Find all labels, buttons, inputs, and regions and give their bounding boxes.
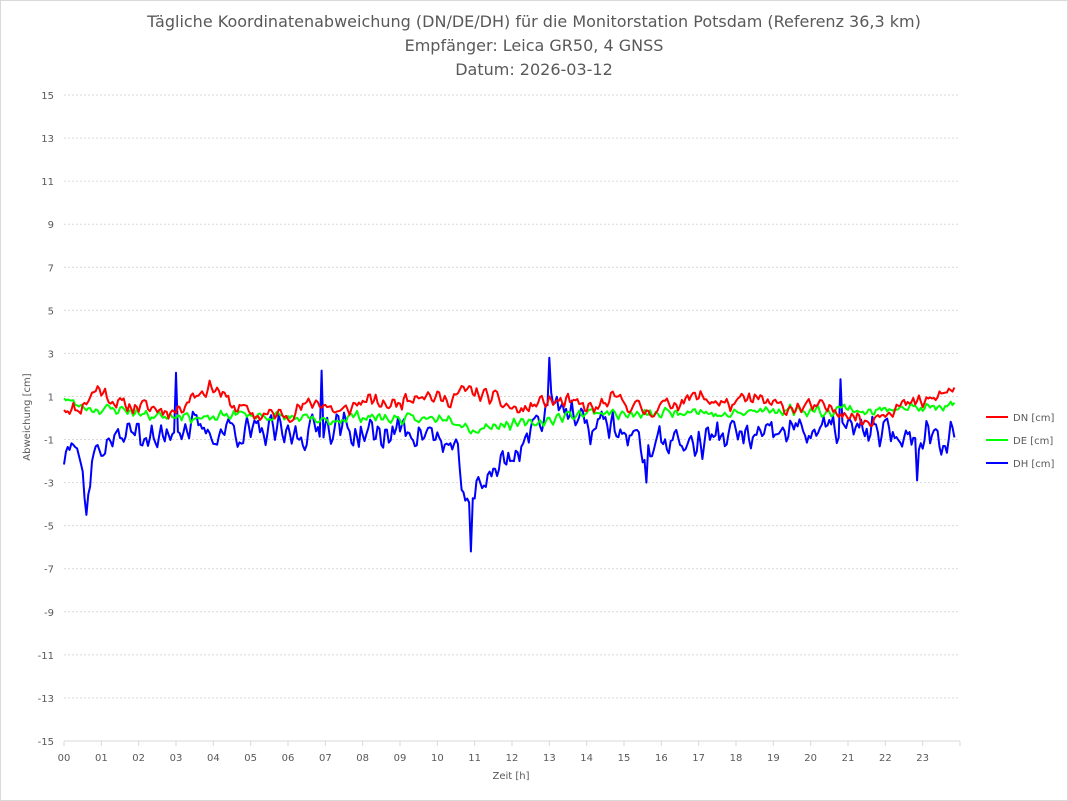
y-tick-label: -3	[44, 479, 54, 490]
y-tick-label: -11	[38, 651, 54, 662]
y-tick-label: 7	[48, 263, 54, 274]
x-tick-label: 16	[655, 753, 668, 764]
chart-title-line-3: Datum: 2026-03-12	[455, 60, 613, 79]
x-tick-label: 07	[319, 753, 332, 764]
x-tick-label: 04	[207, 753, 220, 764]
y-tick-label: 1	[48, 392, 54, 403]
x-tick-label: 03	[170, 753, 183, 764]
x-tick-label: 18	[730, 753, 743, 764]
y-tick-label: 9	[48, 220, 54, 231]
x-tick-label: 12	[506, 753, 519, 764]
y-tick-label: -7	[44, 565, 54, 576]
x-tick-label: 17	[692, 753, 705, 764]
legend-label: DH [cm]	[1013, 459, 1055, 470]
x-tick-label: 00	[58, 753, 71, 764]
y-tick-label: -13	[38, 694, 54, 705]
series-line-dh	[63, 356, 956, 553]
legend-label: DN [cm]	[1013, 413, 1055, 424]
y-tick-label: -5	[44, 522, 54, 533]
y-axis-ticks: 15 13 11 9 7 5 3 1 -1 -3 -5 -7 -9 -11 -13 -15	[38, 91, 54, 748]
x-tick-label: 10	[431, 753, 444, 764]
x-tick-label: 23	[916, 753, 929, 764]
x-tick-label: 11	[468, 753, 481, 764]
x-tick-label: 09	[394, 753, 407, 764]
x-tick-label: 06	[282, 753, 295, 764]
y-tick-label: -1	[44, 436, 54, 447]
x-axis-title: Zeit [h]	[492, 771, 529, 782]
legend: DN [cm] DE [cm] DH [cm]	[986, 413, 1055, 470]
y-tick-label: 13	[41, 134, 54, 145]
x-tick-label: 15	[618, 753, 631, 764]
series-line-de	[63, 397, 956, 435]
chart-title-line-2: Empfänger: Leica GR50, 4 GNSS	[404, 36, 664, 55]
series-layer	[63, 356, 956, 553]
y-tick-label: 11	[41, 177, 54, 188]
x-tick-label: 01	[95, 753, 108, 764]
grid-layer	[64, 94, 960, 742]
y-tick-label: 15	[41, 91, 54, 102]
x-axis-ticks: 00 01 02 03 04 05 06 07 08 09 10 11 12 13 14 15 16 17 18 19…	[58, 741, 961, 764]
x-tick-label: 20	[804, 753, 817, 764]
y-tick-label: -9	[44, 608, 54, 619]
series-line-dn	[63, 379, 956, 427]
x-tick-label: 05	[244, 753, 257, 764]
x-tick-label: 14	[580, 753, 593, 764]
y-tick-label: -15	[38, 737, 54, 748]
x-tick-label: 08	[356, 753, 369, 764]
y-axis-title: Abweichung [cm]	[22, 373, 33, 460]
x-tick-label: 13	[543, 753, 556, 764]
x-tick-label: 21	[842, 753, 855, 764]
legend-label: DE [cm]	[1013, 436, 1053, 447]
y-tick-label: 5	[48, 306, 54, 317]
y-tick-label: 3	[48, 349, 54, 360]
x-tick-label: 19	[767, 753, 780, 764]
x-tick-label: 02	[132, 753, 145, 764]
x-tick-label: 22	[879, 753, 892, 764]
chart-title-line-1: Tägliche Koordinatenabweichung (DN/DE/DH…	[147, 12, 921, 31]
